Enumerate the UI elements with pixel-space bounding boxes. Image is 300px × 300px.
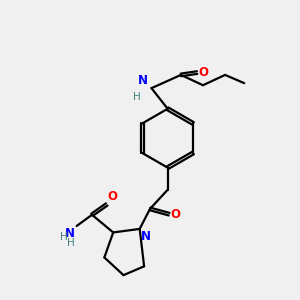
Text: N: N bbox=[138, 74, 148, 87]
Text: O: O bbox=[107, 190, 117, 203]
Text: H: H bbox=[60, 232, 68, 242]
Text: O: O bbox=[170, 208, 180, 221]
Text: H: H bbox=[133, 92, 140, 102]
Text: H: H bbox=[67, 238, 75, 248]
Text: O: O bbox=[198, 66, 208, 79]
Text: N: N bbox=[141, 230, 151, 242]
Text: N: N bbox=[65, 226, 75, 240]
